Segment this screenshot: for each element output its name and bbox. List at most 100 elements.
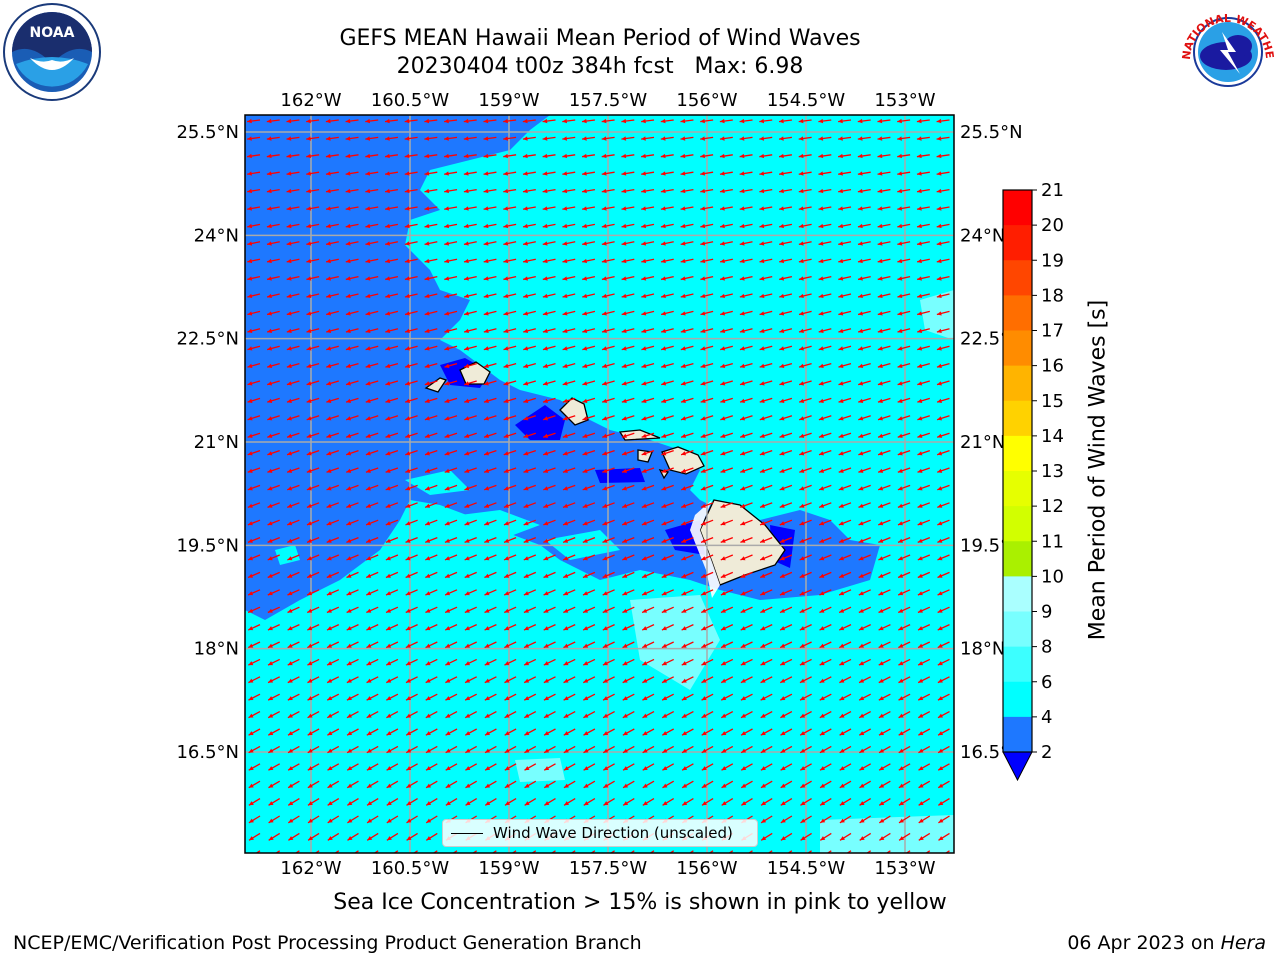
wave-direction-arrow <box>286 118 300 124</box>
wave-direction-arrow <box>937 676 950 684</box>
wave-direction-arrow <box>306 536 320 544</box>
wave-direction-arrow <box>798 380 812 386</box>
wave-direction-arrow <box>563 745 576 754</box>
wave-direction-arrow <box>563 798 576 806</box>
wave-direction-arrow <box>543 589 556 596</box>
wave-direction-arrow <box>700 153 714 159</box>
wave-direction-arrow <box>346 728 359 736</box>
wave-direction-arrow <box>287 763 300 771</box>
wave-direction-arrow <box>307 658 320 666</box>
wave-direction-arrow <box>424 415 438 421</box>
wave-direction-arrow <box>345 362 359 368</box>
wave-direction-arrow <box>386 815 399 824</box>
wave-direction-arrow <box>936 136 950 141</box>
wave-direction-arrow <box>483 258 497 264</box>
wave-direction-arrow <box>405 449 418 456</box>
wave-direction-arrow <box>345 188 359 194</box>
wave-direction-arrow <box>562 502 576 508</box>
wave-direction-arrow <box>857 171 871 176</box>
wave-direction-arrow <box>366 658 379 666</box>
wave-direction-arrow <box>858 502 871 508</box>
wave-direction-arrow <box>916 118 930 124</box>
wave-direction-arrow <box>641 188 655 194</box>
wave-direction-arrow <box>248 815 261 824</box>
wave-direction-arrow <box>936 275 950 281</box>
wave-direction-arrow <box>680 223 694 229</box>
wave-direction-arrow <box>838 241 852 246</box>
wave-direction-arrow <box>661 519 674 526</box>
wave-direction-arrow <box>798 310 812 316</box>
wave-direction-arrow <box>405 519 418 526</box>
wave-direction-arrow <box>582 449 596 456</box>
wave-direction-arrow <box>918 780 931 789</box>
wave-direction-arrow <box>326 693 340 701</box>
wave-direction-arrow <box>562 258 576 264</box>
wave-direction-arrow <box>838 136 852 141</box>
wave-direction-arrow <box>917 380 930 386</box>
wave-direction-arrow <box>819 606 832 614</box>
wave-direction-arrow <box>562 188 576 194</box>
wave-direction-arrow <box>365 449 379 456</box>
wave-direction-arrow <box>779 362 793 368</box>
wave-direction-arrow <box>286 241 300 246</box>
wave-direction-arrow <box>641 589 655 596</box>
wave-direction-arrow <box>800 780 812 789</box>
wave-direction-arrow <box>839 658 852 666</box>
colorbar-tick-label: 17 <box>1041 321 1064 342</box>
wave-direction-arrow <box>424 136 438 141</box>
wave-direction-arrow <box>463 188 477 194</box>
wave-direction-arrow <box>897 397 911 403</box>
wave-direction-arrow <box>701 798 714 806</box>
wave-direction-arrow <box>720 484 734 491</box>
wave-direction-arrow <box>720 624 734 631</box>
wave-direction-arrow <box>503 449 517 456</box>
wave-direction-arrow <box>602 484 615 491</box>
wave-direction-arrow <box>524 780 537 789</box>
footer-date-text: 06 Apr 2023 on <box>1067 932 1215 954</box>
wave-direction-arrow <box>799 415 812 421</box>
wave-direction-arrow <box>660 223 674 229</box>
wave-direction-arrow <box>247 206 261 211</box>
wave-direction-arrow <box>365 118 379 124</box>
wave-direction-arrow <box>916 136 930 141</box>
wave-direction-arrow <box>307 728 320 736</box>
wave-direction-arrow <box>720 711 734 719</box>
wave-direction-arrow <box>444 206 458 211</box>
wave-direction-arrow <box>247 449 261 456</box>
wave-direction-arrow <box>622 606 635 614</box>
wave-direction-arrow <box>641 275 655 281</box>
wave-direction-arrow <box>857 206 871 211</box>
wave-direction-arrow <box>660 293 674 299</box>
wave-direction-arrow <box>326 362 339 368</box>
lat-tick-left: 22.5°N <box>176 329 239 350</box>
wave-direction-arrow <box>365 136 379 141</box>
wave-direction-arrow <box>504 763 517 771</box>
wave-direction-arrow <box>917 571 931 579</box>
wave-direction-arrow <box>680 328 694 334</box>
wave-direction-arrow <box>326 676 340 684</box>
wave-direction-arrow <box>287 641 300 649</box>
wave-direction-arrow <box>286 502 300 508</box>
wave-direction-arrow <box>622 658 635 666</box>
wave-direction-arrow <box>621 415 635 421</box>
wave-direction-arrow <box>503 206 517 211</box>
ocean-field-6-8s <box>630 595 720 690</box>
wave-direction-arrow <box>345 328 359 334</box>
wave-direction-arrow <box>936 171 950 176</box>
wave-direction-arrow <box>760 798 773 806</box>
wave-direction-arrow <box>642 798 655 806</box>
wave-direction-arrow <box>603 798 615 806</box>
wave-direction-arrow <box>878 624 891 631</box>
wave-direction-arrow <box>760 693 773 701</box>
wave-direction-arrow <box>503 345 517 351</box>
wave-direction-arrow <box>877 362 891 368</box>
wave-direction-arrow <box>306 310 320 316</box>
wave-direction-arrow <box>424 397 438 403</box>
wave-direction-arrow <box>936 415 950 421</box>
wave-direction-arrow <box>936 345 950 351</box>
wave-direction-arrow <box>503 380 517 386</box>
wave-direction-arrow <box>247 467 261 473</box>
wave-direction-arrow <box>425 676 438 684</box>
wave-direction-arrow <box>543 745 556 754</box>
wave-direction-arrow <box>622 554 635 561</box>
